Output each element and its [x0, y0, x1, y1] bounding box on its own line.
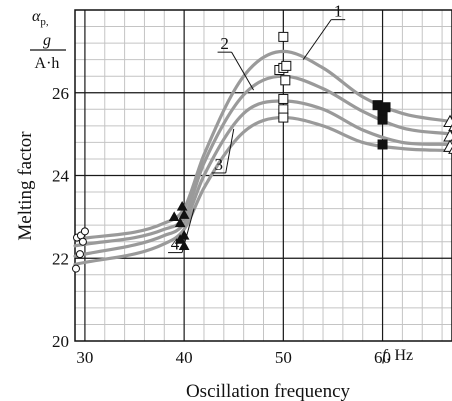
square-marker [278, 31, 289, 42]
x-tick-label: 40 [176, 348, 193, 367]
y-axis-title: Melting factor [15, 131, 36, 241]
square-marker [278, 93, 289, 104]
square-marker [380, 102, 391, 113]
x-axis-title: Oscillation frequency [186, 381, 351, 401]
triangle-marker [174, 234, 186, 244]
curve-label-4: 4 [171, 235, 180, 254]
square-marker [278, 104, 289, 115]
x-tick-label: 30 [76, 348, 93, 367]
circle-marker [75, 250, 84, 259]
x-tick-label: 50 [275, 348, 292, 367]
curve-label-leaders: 1 2 3 4 [168, 2, 346, 254]
major-grid [75, 10, 452, 341]
square-marker [377, 139, 388, 150]
curve-label-leader [225, 128, 235, 174]
triangle-marker [176, 201, 188, 211]
triangle-marker [174, 217, 186, 228]
triangle-marker [443, 114, 452, 128]
triangle-marker [178, 209, 190, 219]
square-marker [280, 75, 291, 86]
triangle-marker [168, 211, 180, 221]
circle-marker [80, 227, 89, 236]
y-unit-symbol: α [32, 8, 41, 25]
curve-label-leader [302, 19, 332, 60]
y-tick-label: 26 [52, 84, 69, 103]
x-unit-symbol: f [382, 347, 389, 364]
tick-labels: 30 40 50 60 20 22 24 26 [52, 84, 391, 367]
curve-label-leader [231, 51, 255, 91]
circle-marker [78, 237, 87, 246]
y-tick-label: 24 [52, 167, 70, 186]
y-unit-numerator: g [43, 32, 51, 49]
x-unit-text: , Hz [386, 347, 413, 364]
series-line-3 [73, 99, 452, 258]
y-tick-label: 20 [52, 332, 69, 351]
x-unit-label: f, Hz [382, 347, 413, 364]
curve-label-3: 3 [214, 155, 223, 174]
svg-text:αp,: αp, [32, 8, 49, 28]
square-marker [281, 60, 292, 71]
square-marker [377, 114, 388, 125]
curve-label-1: 1 [334, 2, 343, 21]
circle-marker [71, 264, 80, 273]
square-marker [278, 112, 289, 123]
y-unit-label: αp, g A·h [30, 8, 66, 72]
curve-label-2: 2 [220, 34, 229, 53]
plot-frame [74, 9, 452, 342]
data-markers [71, 31, 452, 273]
curve-label-leader [181, 208, 195, 253]
y-tick-label: 22 [52, 249, 69, 268]
x-tick-label: 60 [374, 348, 391, 367]
y-unit-subscript: p, [40, 16, 49, 28]
y-unit-denominator: A·h [35, 55, 60, 72]
